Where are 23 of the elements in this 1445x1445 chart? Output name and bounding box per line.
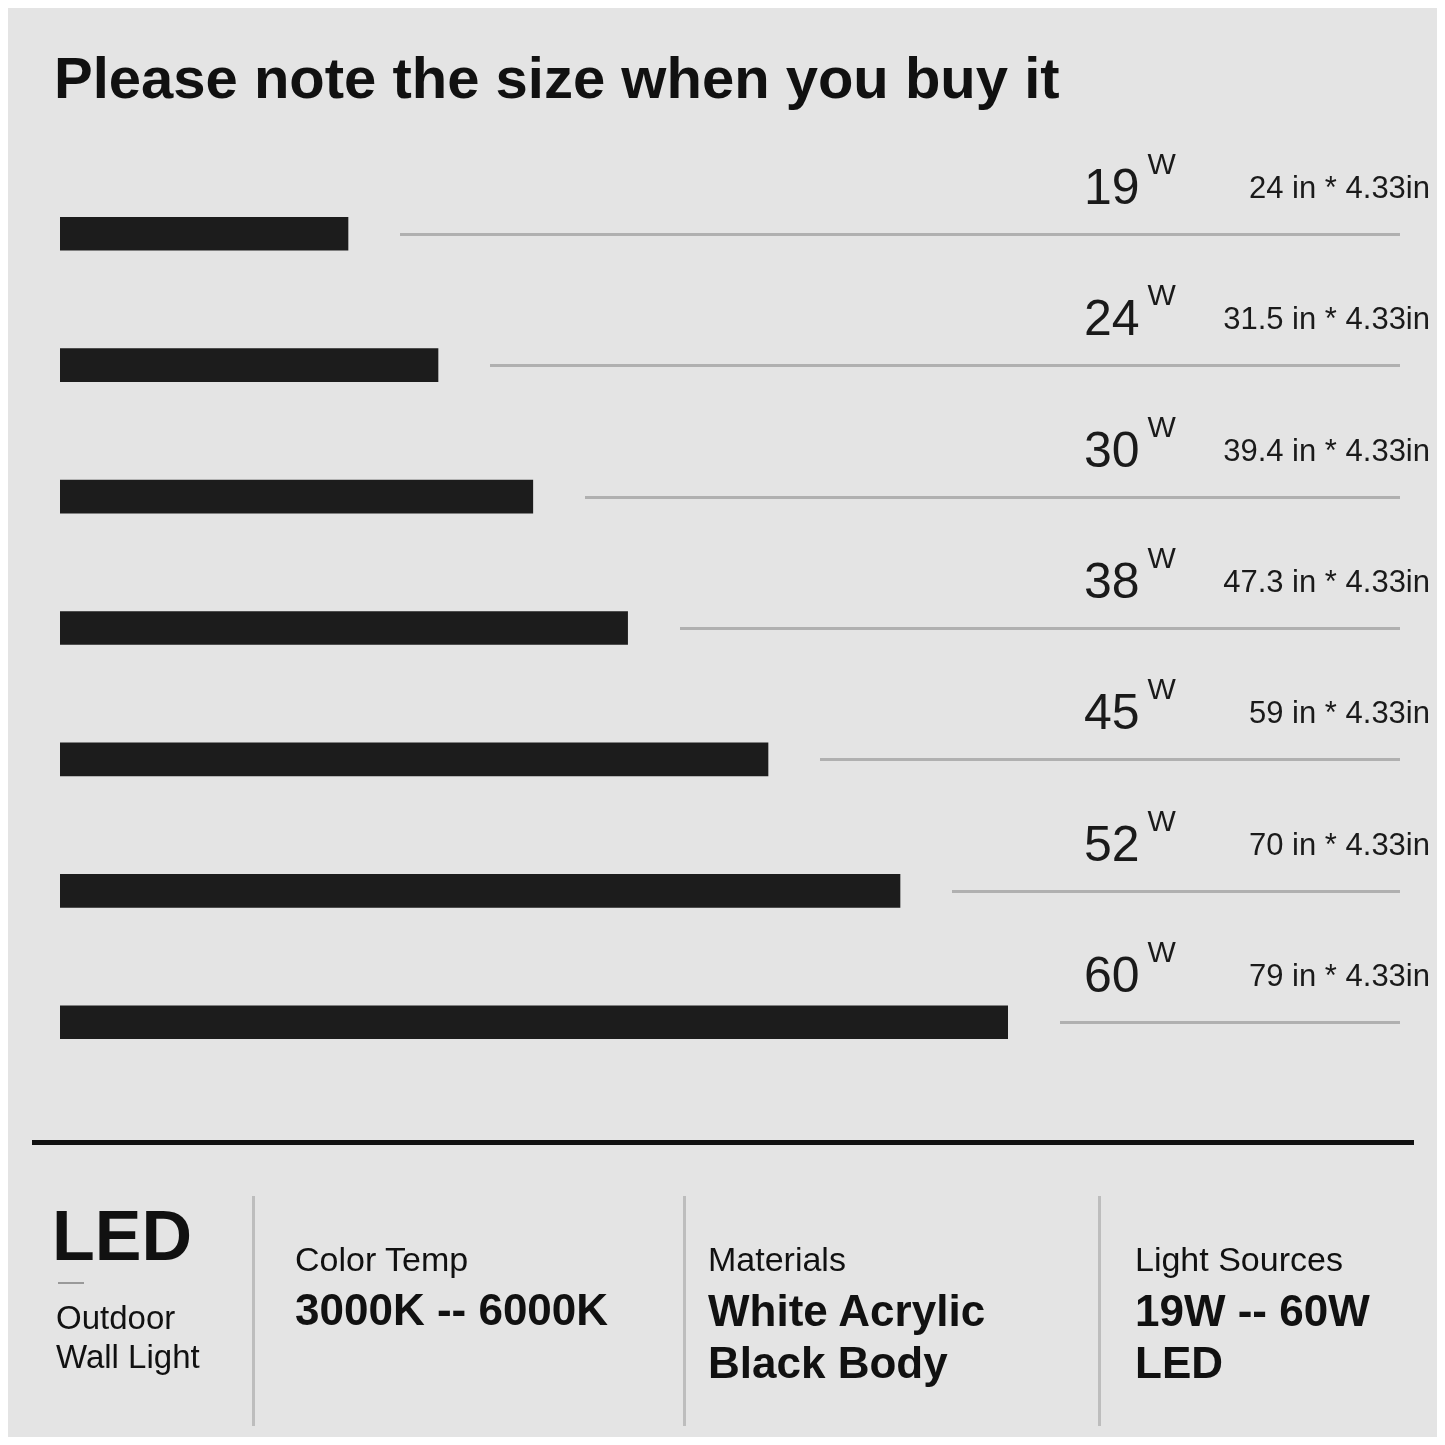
- data-label: 24 in * 4.33in: [1249, 169, 1430, 205]
- bar: [60, 479, 534, 514]
- bar: [60, 1005, 1008, 1040]
- data-label: 79 in * 4.33in: [1249, 958, 1430, 994]
- data-label: 31.5 in * 4.33in: [1223, 301, 1430, 337]
- text: LED: [52, 1196, 193, 1276]
- data-label: 47.3 in * 4.33in: [1223, 564, 1430, 599]
- text: Color Temp: [295, 1240, 470, 1279]
- data-label: 59 in * 4.33in: [1249, 695, 1430, 731]
- chart-title: Please note the size when you buy it: [54, 44, 1060, 111]
- data-label: 70 in * 4.33in: [1249, 826, 1430, 862]
- bar: [60, 611, 628, 645]
- text: Materials: [708, 1240, 847, 1279]
- bar: [60, 348, 439, 382]
- text: 19W -- 60W LED: [1135, 1285, 1371, 1389]
- text: White Acrylic Black Body: [708, 1285, 987, 1389]
- data-label: 39.4 in * 4.33in: [1223, 432, 1430, 468]
- text: 3000K -- 6000K: [295, 1285, 610, 1335]
- bar: [60, 216, 349, 251]
- text: Outdoor Wall Light: [56, 1298, 201, 1376]
- bar: [60, 874, 901, 908]
- bar: [60, 742, 769, 777]
- text: Light Sources: [1135, 1240, 1344, 1279]
